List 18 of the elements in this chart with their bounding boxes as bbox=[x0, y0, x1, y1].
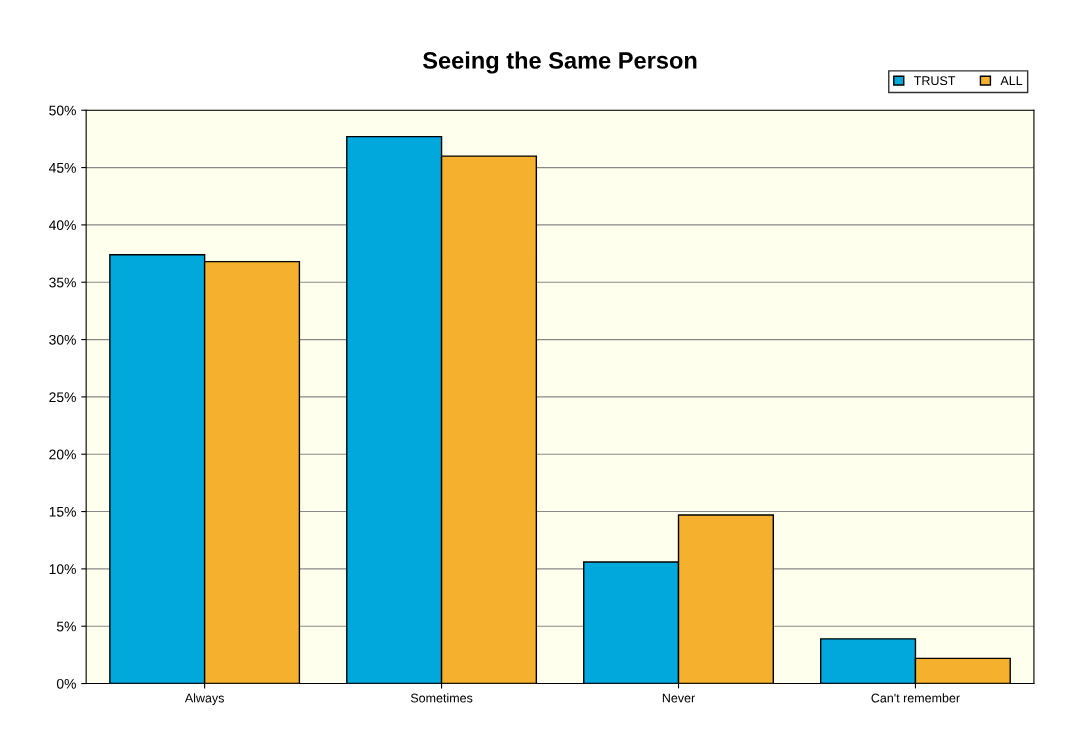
y-tick-label: 40% bbox=[48, 220, 76, 231]
y-tick-label: 0% bbox=[56, 678, 76, 689]
y-tick-label: 5% bbox=[56, 621, 76, 632]
y-tick-label: 35% bbox=[49, 277, 76, 288]
y-tick-label: 45% bbox=[48, 162, 76, 173]
y-tick-label: 30% bbox=[49, 334, 76, 345]
x-tick-label: Can't remember bbox=[871, 693, 960, 703]
legend-label: ALL bbox=[1000, 76, 1023, 85]
y-tick-label: 50% bbox=[49, 105, 76, 116]
x-tick-label: Always bbox=[184, 693, 224, 705]
chart-title: Seeing the Same Person bbox=[422, 51, 697, 74]
y-tick-label: 15% bbox=[49, 506, 76, 517]
y-tick-label: 25% bbox=[49, 392, 76, 403]
x-tick-label: Never bbox=[662, 693, 695, 703]
x-tick-label: Sometimes bbox=[410, 693, 473, 703]
y-tick-label: 20% bbox=[49, 449, 76, 460]
legend-label: TRUST bbox=[914, 76, 956, 86]
y-tick-label: 10% bbox=[49, 564, 76, 575]
